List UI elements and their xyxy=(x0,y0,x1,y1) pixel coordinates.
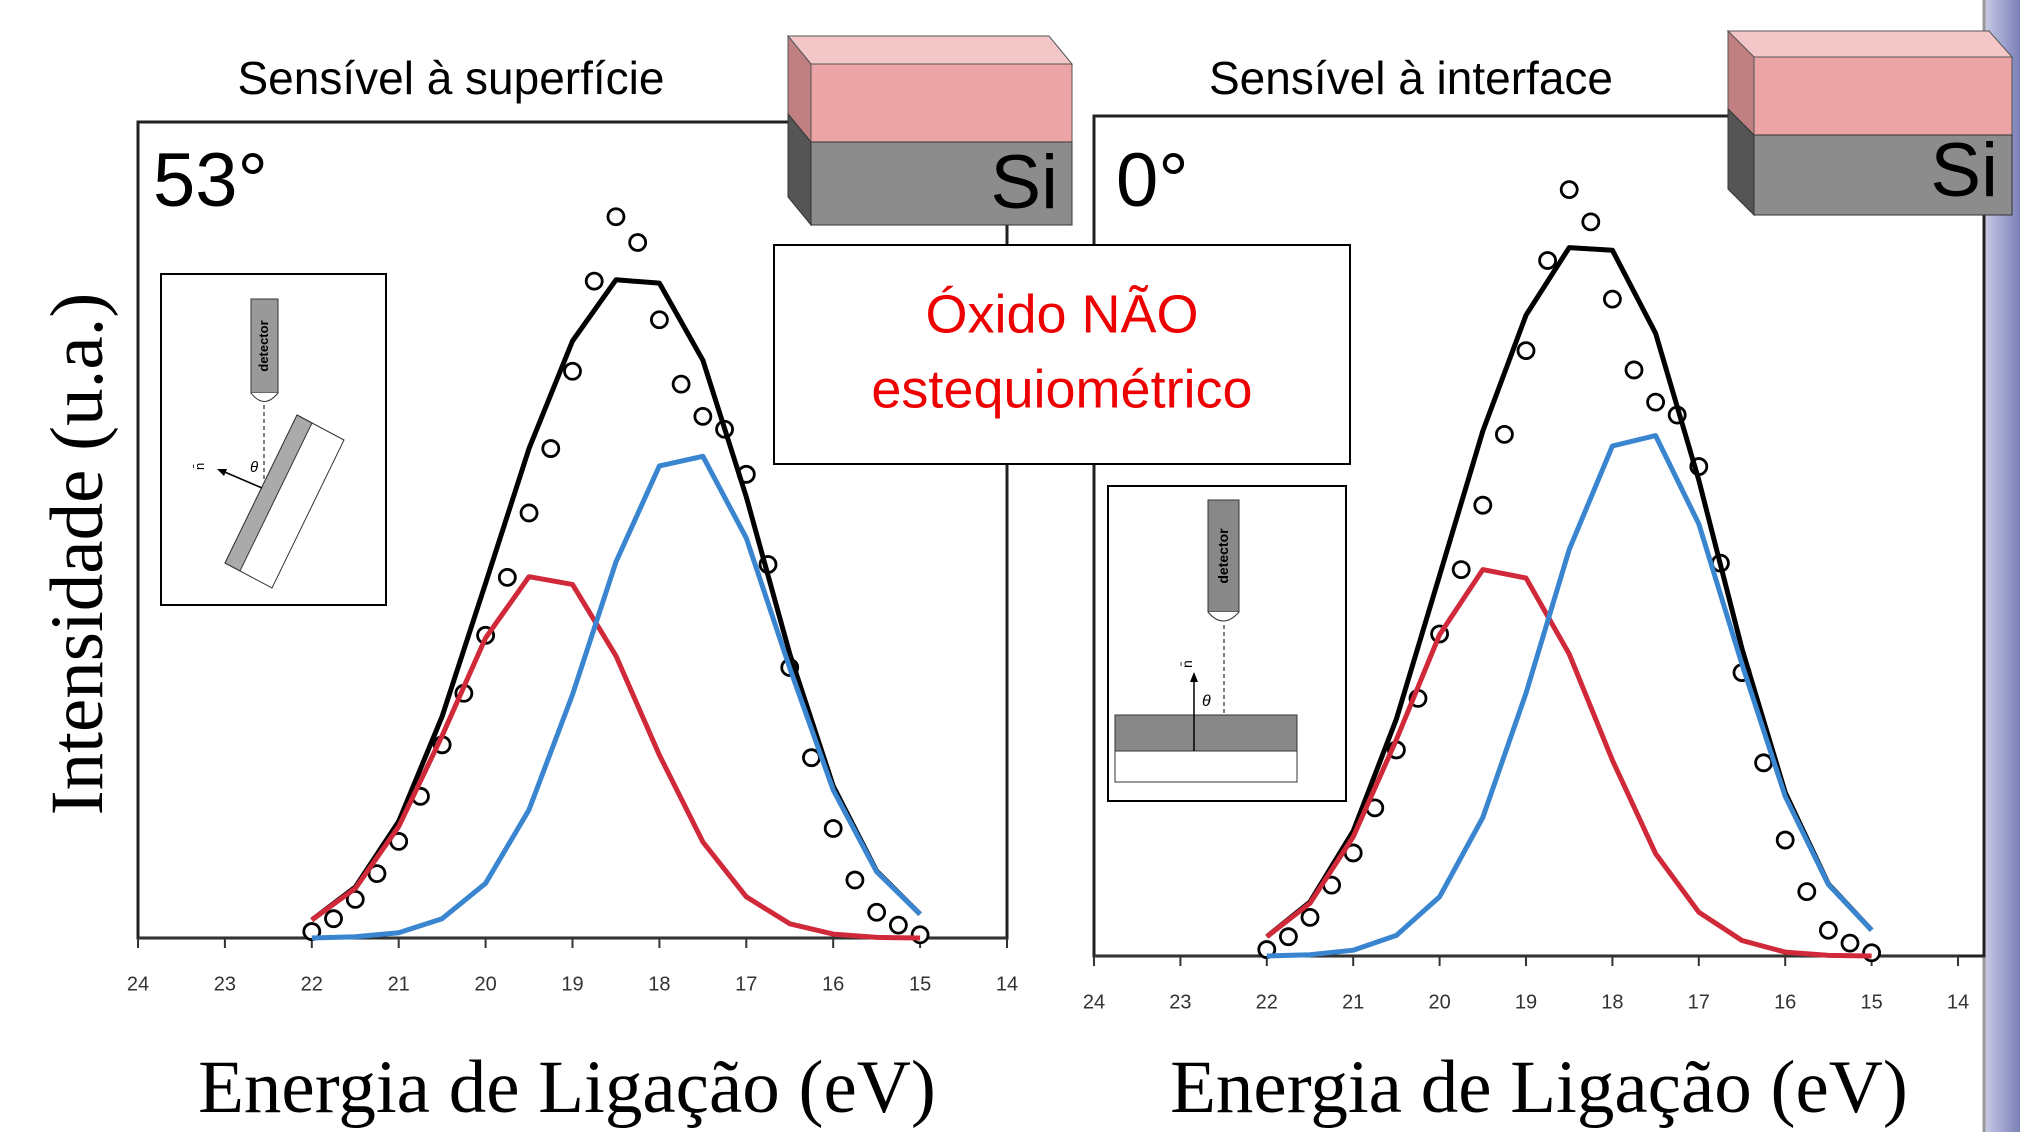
callout-text: Óxido NÃO xyxy=(925,284,1198,344)
sample-block: Si xyxy=(1726,29,2014,217)
data-point xyxy=(1279,927,1298,947)
data-point xyxy=(367,864,387,883)
x-tick-label: 15 xyxy=(1860,991,1882,1013)
inset-label: detector xyxy=(1215,528,1231,584)
x-tick-label: 20 xyxy=(1428,991,1450,1013)
data-point xyxy=(628,233,648,252)
data-point xyxy=(541,439,561,458)
data-point xyxy=(1819,920,1838,940)
plots: 24 23 22 21 20 19 18 17 16 15 14 24 23 22 21 20 19 18 17 16… xyxy=(127,180,1969,1013)
data-point xyxy=(1451,560,1471,579)
callout: Óxido NÃO estequiométrico xyxy=(773,244,1351,465)
data-point xyxy=(693,406,713,426)
data-point xyxy=(1538,251,1557,270)
x-tick-label: 23 xyxy=(1169,991,1191,1013)
data-point xyxy=(563,361,582,381)
x-tick-label: 19 xyxy=(561,973,583,995)
curve xyxy=(311,453,922,941)
data-point xyxy=(823,819,843,838)
data-point xyxy=(1300,907,1320,927)
chart-title: Sensível à interface xyxy=(1209,52,1613,104)
x-tick-label: 16 xyxy=(822,973,844,995)
x-tick-label: 18 xyxy=(1601,991,1623,1013)
data-point xyxy=(1797,882,1817,901)
x-tick-label: 21 xyxy=(388,973,410,995)
data-point xyxy=(1775,830,1795,850)
x-tick-label: 14 xyxy=(1947,991,1969,1013)
x-tick-label: 14 xyxy=(996,973,1018,995)
sample-label: Si xyxy=(990,140,1058,225)
inset-label: n̄ xyxy=(1179,660,1195,668)
data-point xyxy=(650,310,669,330)
x-tick-label: 19 xyxy=(1515,991,1537,1013)
x-tick-label: 15 xyxy=(909,973,931,995)
data-point xyxy=(519,503,539,523)
callout-text: estequiométrico xyxy=(871,359,1252,419)
data-point xyxy=(1754,753,1773,773)
x-tick-label: 17 xyxy=(735,973,757,995)
data-point xyxy=(1624,360,1644,380)
angle-label: 0° xyxy=(1116,138,1189,223)
inset: detector θ n̄ xyxy=(160,273,387,606)
data-point xyxy=(497,567,517,587)
data-point xyxy=(1646,392,1665,412)
data-point xyxy=(1581,212,1601,232)
chart-title: Sensível à superfície xyxy=(237,52,664,104)
x-tick-label: 22 xyxy=(301,973,323,995)
data-point xyxy=(1840,933,1860,953)
x-tick-label: 16 xyxy=(1774,991,1796,1013)
plot: 24 23 22 21 20 19 18 17 16 15 14 xyxy=(127,207,1018,995)
data-point xyxy=(606,207,626,227)
x-axis-label: Energia de Ligação (eV) xyxy=(1170,1046,1908,1129)
x-axis-label: Energia de Ligação (eV) xyxy=(198,1046,936,1129)
sample-block: Si xyxy=(786,34,1074,227)
inset-label: n̄ xyxy=(192,463,207,470)
x-tick-label: 24 xyxy=(1083,991,1105,1013)
sample-label: Si xyxy=(1930,128,1998,213)
angle-label: 53° xyxy=(153,138,268,223)
inset-label: θ xyxy=(250,459,258,476)
data-point xyxy=(671,374,691,394)
data-point xyxy=(1559,180,1579,200)
x-tick-label: 22 xyxy=(1256,991,1278,1013)
plot: 24 23 22 21 20 19 18 17 16 15 14 xyxy=(1083,180,1969,1013)
x-tick-label: 23 xyxy=(214,973,236,995)
x-tick-label: 24 xyxy=(127,973,149,995)
curve xyxy=(1265,567,1872,959)
inset-label: detector xyxy=(256,320,271,371)
curve xyxy=(1266,433,1874,959)
data-point xyxy=(867,902,887,922)
inset: detector θ n̄ xyxy=(1107,485,1347,802)
x-tick-label: 20 xyxy=(474,973,496,995)
data-point xyxy=(888,915,908,935)
data-point xyxy=(584,271,604,291)
inset-label: θ xyxy=(1202,693,1211,710)
curve xyxy=(310,574,921,941)
x-tick-label: 21 xyxy=(1342,991,1364,1013)
y-axis-label: Intensidade (u.a.) xyxy=(36,293,119,816)
x-tick-label: 18 xyxy=(648,973,670,995)
data-point xyxy=(1495,424,1514,444)
data-point xyxy=(1473,495,1493,515)
data-point xyxy=(324,909,343,929)
x-tick-label: 17 xyxy=(1688,991,1710,1013)
data-point xyxy=(1603,289,1622,309)
data-point xyxy=(845,870,865,890)
data-point xyxy=(1516,341,1536,361)
